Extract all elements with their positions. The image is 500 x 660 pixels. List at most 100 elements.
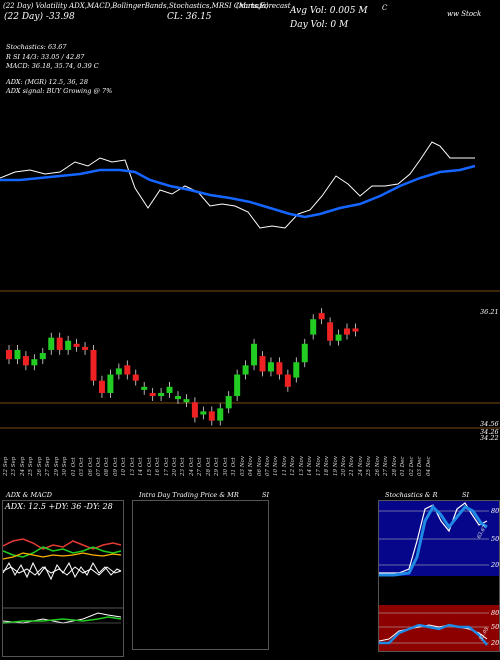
macd-text: MACD: 36.18, 35.74, 0.39 C — [6, 62, 99, 70]
candle-body — [158, 392, 165, 397]
candle-body — [352, 328, 359, 332]
x-axis-label: 07 Nov — [264, 456, 271, 476]
intraday-panel-title: Intra Day Trading Price & MR — [139, 491, 239, 499]
stoch-si-label: SI — [462, 491, 470, 499]
candle-body — [276, 362, 283, 375]
candle-body — [6, 349, 12, 360]
x-axis-label: 24 Oct — [188, 457, 195, 476]
stoch-rsi-panel: 80 50 20 63.67 80 50 20 33.05 — [378, 500, 500, 652]
stoch-tick-20: 20 — [491, 561, 500, 569]
candle-body — [39, 353, 46, 360]
x-axis-label: 15 Oct — [146, 457, 153, 476]
candle-body — [301, 343, 308, 363]
x-axis-label: 18 Nov — [324, 456, 331, 476]
x-axis-label: 11 Nov — [281, 456, 288, 476]
candle-body — [191, 402, 198, 418]
adx-signal-text: ADX signal: BUY Growing @ 7% — [6, 87, 113, 95]
x-axis-label: 25 Sep — [28, 456, 35, 476]
x-axis-label: 25 Nov — [366, 456, 373, 476]
moving-average-line — [0, 164, 476, 219]
candle-body — [335, 334, 342, 341]
x-axis-label: 03 Dec — [417, 456, 424, 477]
candle-body — [90, 349, 97, 381]
candle-body — [31, 359, 38, 366]
x-axis-label: 08 Oct — [104, 457, 111, 476]
adx-panel-title: ADX & MACD — [6, 491, 52, 499]
candle-body — [65, 340, 72, 350]
header-munafa: (Munafa) — [236, 2, 269, 10]
candle-body — [344, 328, 350, 335]
header-stock: ww Stock — [447, 10, 482, 18]
day-volume: Day Vol: 0 M — [290, 20, 349, 30]
adx-values-text: ADX: 12.5 +DY: 36 -DY: 28 — [5, 502, 113, 511]
rsi-tick-80: 80 — [491, 609, 500, 617]
candle-body — [124, 365, 131, 375]
x-axis-label: 20 Nov — [341, 456, 347, 476]
candle-body — [259, 356, 266, 372]
price-label-3: 34.22 — [480, 434, 499, 442]
x-axis-label: 23 Oct — [180, 457, 187, 476]
candle-body — [327, 322, 334, 341]
header-close: CL: 36.15 — [167, 12, 212, 22]
x-axis-label: 13 Oct — [129, 457, 136, 476]
x-axis-label: 31 Oct — [231, 457, 238, 476]
x-axis-label: 21 Nov — [349, 456, 356, 476]
candle-body — [267, 362, 274, 372]
price-label-2: 34.26 — [480, 428, 499, 436]
x-axis-label: 06 Nov — [256, 456, 263, 476]
candle-body — [242, 365, 249, 375]
candle-body — [22, 356, 29, 366]
price-line — [0, 141, 475, 229]
x-axis-label: 17 Nov — [315, 456, 322, 476]
candle-body — [56, 337, 63, 350]
header-dollar: (22 Day) -33.98 — [4, 12, 75, 22]
x-axis-label: 14 Oct — [138, 457, 145, 476]
candle-body — [48, 337, 55, 350]
price-label-top: 36.21 — [480, 308, 499, 316]
stoch-tick-50: 50 — [491, 535, 500, 543]
x-axis-label: 26 Nov — [374, 456, 381, 476]
candle-body — [318, 313, 325, 320]
x-axis-label: 29 Sep — [53, 456, 60, 476]
x-axis-label: 07 Oct — [95, 457, 102, 476]
candle-body — [234, 374, 241, 397]
candle-body — [132, 374, 139, 381]
x-axis-label: 17 Oct — [163, 457, 170, 476]
x-axis-label: 27 Oct — [197, 457, 204, 476]
candle-body — [200, 411, 207, 415]
candle-body — [141, 386, 148, 390]
x-axis-label: 27 Sep — [45, 456, 52, 476]
candle-body — [166, 386, 173, 393]
x-axis-label: 24 Sep — [19, 456, 26, 476]
x-axis-label: 26 Sep — [36, 456, 43, 476]
x-axis-label: 23 Sep — [11, 456, 18, 476]
candle-body — [82, 346, 89, 350]
x-axis-label: 01 Oct — [70, 457, 77, 476]
rsi-text: R SI 14/3: 33.05 / 42.87 — [6, 53, 85, 61]
candle-body — [310, 319, 317, 335]
candle-body — [107, 374, 114, 393]
x-axis-label: 28 Oct — [205, 457, 212, 476]
candle-body — [251, 343, 258, 366]
x-axis-label: 12 Nov — [290, 456, 297, 476]
header-c: C — [382, 4, 388, 12]
intraday-si-label: SI — [262, 491, 270, 499]
candle-body — [183, 399, 190, 403]
x-axis-label: 10 Nov — [273, 456, 280, 476]
candle-body — [293, 362, 300, 378]
adx-text: ADX: (MGR) 12.5, 36, 28 — [6, 78, 88, 86]
candle-body — [208, 411, 215, 421]
candle-body — [217, 408, 224, 421]
main-chart — [0, 141, 500, 429]
x-axis-label: 02 Dec — [408, 456, 415, 477]
x-axis-label: 27 Nov — [383, 456, 390, 476]
rsi-tick-20: 20 — [491, 639, 500, 647]
x-axis-label: 04 Dec — [425, 456, 432, 477]
candle-body — [98, 380, 105, 393]
x-axis-label: 13 Nov — [298, 456, 305, 476]
candle-body — [73, 343, 80, 347]
x-axis-label: 09 Oct — [112, 457, 119, 476]
x-axis-label: 24 Nov — [357, 456, 364, 476]
x-axis-label: 19 Nov — [332, 456, 339, 476]
intraday-panel — [132, 500, 269, 650]
